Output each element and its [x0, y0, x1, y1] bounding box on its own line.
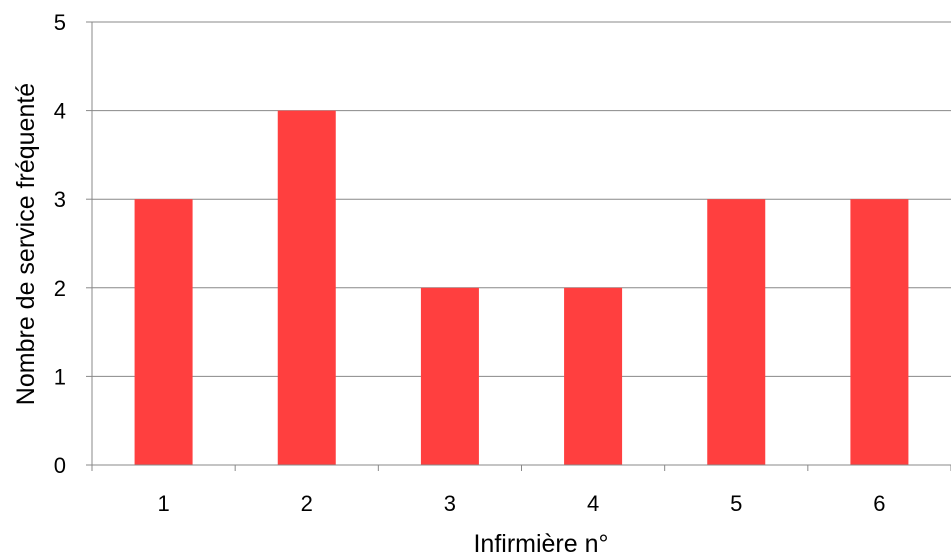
bar-6	[850, 199, 909, 465]
x-tick-label: 3	[444, 491, 456, 516]
y-tick-labels: 0 1 2 3 4 5	[54, 10, 66, 478]
bar-3	[420, 287, 479, 465]
gridlines	[92, 21, 951, 377]
x-tick-label: 1	[157, 491, 169, 516]
bars	[134, 110, 909, 465]
y-tick-label: 3	[54, 187, 66, 212]
x-tick-label: 4	[587, 491, 599, 516]
bar-2	[277, 110, 336, 465]
y-tick-label: 1	[54, 364, 66, 389]
bar-4	[564, 287, 623, 465]
x-axis-title: Infirmière n°	[473, 530, 608, 558]
y-tick-label: 2	[54, 276, 66, 301]
bar-1	[134, 199, 193, 465]
y-tick-label: 5	[54, 10, 66, 35]
y-tick-label: 0	[54, 453, 66, 478]
x-tick-label: 2	[301, 491, 313, 516]
x-tick-label: 6	[873, 491, 885, 516]
y-tick-label: 4	[54, 99, 66, 124]
axes	[86, 21, 951, 471]
x-tick-label: 5	[730, 491, 742, 516]
y-axis-title: Nombre de service fréquenté	[12, 83, 40, 405]
bar-5	[707, 199, 766, 465]
x-tick-labels: 1 2 3 4 5 6	[157, 491, 885, 516]
